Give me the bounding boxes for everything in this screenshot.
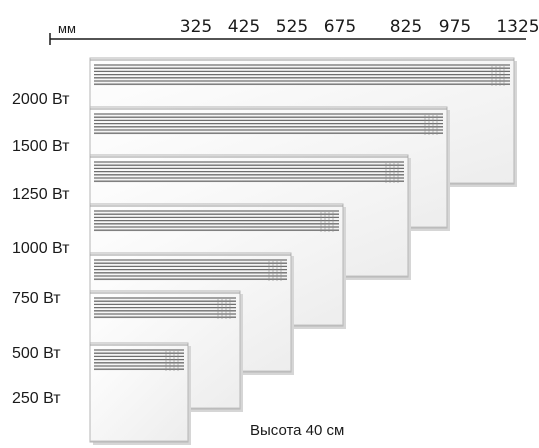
power-label: 2000 Вт: [12, 91, 70, 108]
heater-panel: [89, 342, 191, 445]
panel-grille: [94, 161, 404, 184]
axis-tick-label: 825: [390, 17, 422, 37]
panel-grille: [94, 259, 287, 282]
axis-tick-label: 1325: [496, 17, 539, 37]
panel-grille: [94, 113, 443, 136]
power-label: 500 Вт: [12, 345, 61, 362]
panel-grille: [94, 297, 236, 320]
axis-tick-label: 325: [180, 17, 212, 37]
power-labels: 2000 Вт 1500 Вт 1250 Вт 1000 Вт 750 Вт 500 Вт…: [12, 91, 70, 407]
power-label: 1250 Вт: [12, 186, 70, 203]
power-label: 1000 Вт: [12, 240, 70, 257]
heater-panels: [89, 57, 517, 445]
power-label: 1500 Вт: [12, 138, 70, 155]
axis-unit-label: мм: [58, 21, 76, 36]
panel-grille: [94, 64, 510, 86]
axis-tick-label: 525: [276, 17, 308, 37]
panel-grille: [94, 349, 184, 372]
axis-tick-label: 975: [439, 17, 471, 37]
axis-tick-label: 675: [324, 17, 356, 37]
height-caption: Высота 40 см: [250, 422, 344, 439]
axis-tick-label: 425: [228, 17, 260, 37]
power-label: 250 Вт: [12, 390, 61, 407]
length-axis: мм 325 425 525 675 825 975 1325: [49, 17, 539, 45]
panel-grille: [94, 210, 339, 233]
power-label: 750 Вт: [12, 290, 61, 307]
